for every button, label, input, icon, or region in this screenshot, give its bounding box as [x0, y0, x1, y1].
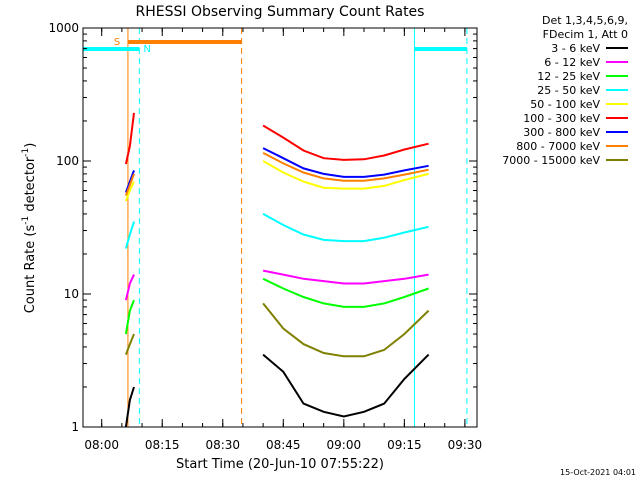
legend-label-1: 6 - 12 keV — [544, 56, 600, 69]
series-4 — [124, 160, 429, 202]
y-axis-label: Count Rate (s-1 detector-1) — [21, 143, 38, 314]
x-tick-label-3: 08:45 — [266, 438, 301, 452]
y-tick-label-0: 1 — [71, 420, 79, 434]
series-line-5-1 — [262, 124, 429, 161]
legend-label-6: 300 - 800 keV — [523, 126, 600, 139]
series-line-4-0 — [124, 181, 135, 202]
series-line-2-0 — [124, 299, 135, 335]
series-line-5-0 — [124, 112, 135, 165]
y-tick-label-3: 1000 — [48, 21, 79, 35]
legend-label-0: 3 - 6 keV — [551, 42, 600, 55]
series-5 — [124, 112, 429, 165]
legend-label-7: 800 - 7000 keV — [516, 140, 600, 153]
series-line-3-0 — [124, 221, 135, 249]
x-tick-label-5: 09:15 — [387, 438, 422, 452]
flag-label-1: N — [143, 44, 150, 55]
series-line-7-1 — [262, 152, 429, 182]
series-line-2-1 — [262, 277, 429, 308]
series-line-4-1 — [262, 160, 429, 190]
series-line-3-1 — [262, 213, 429, 243]
series-0 — [124, 353, 430, 428]
y-tick-label-2: 100 — [56, 154, 79, 168]
x-tick-label-4: 09:00 — [327, 438, 362, 452]
legend: Det 1,3,4,5,6,9, FDecim 1, Att 0 3 - 6 k… — [502, 14, 628, 167]
x-tick-label-2: 08:30 — [205, 438, 240, 452]
y-axis-ticks: 1 10 100 1000 — [48, 21, 477, 434]
series-6 — [124, 147, 429, 193]
series-line-0-0 — [124, 386, 135, 428]
series-7 — [124, 152, 429, 196]
x-tick-label-6: 09:30 — [448, 438, 483, 452]
series-line-6-0 — [124, 170, 135, 193]
series-line-0-1 — [262, 353, 430, 418]
legend-label-8: 7000 - 15000 keV — [502, 154, 600, 167]
footer-date: 15-Oct-2021 04:01 — [560, 468, 636, 477]
legend-label-5: 100 - 300 keV — [523, 112, 600, 125]
observing-flags: SN — [83, 37, 467, 55]
chart-title: RHESSI Observing Summary Count Rates — [136, 4, 425, 20]
legend-header-line-2: FDecim 1, Att 0 — [543, 28, 628, 41]
x-axis-label: Start Time (20-Jun-10 07:55:22) — [176, 457, 384, 472]
series-2 — [124, 277, 429, 335]
legend-label-3: 25 - 50 keV — [537, 84, 600, 97]
series-3 — [124, 213, 429, 249]
x-tick-label-1: 08:15 — [145, 438, 180, 452]
series-1 — [124, 269, 429, 301]
y-tick-label-1: 10 — [64, 287, 79, 301]
series-line-7-0 — [124, 173, 135, 196]
series-line-6-1 — [262, 147, 429, 178]
series-line-8-1 — [262, 302, 430, 358]
series-8 — [124, 302, 430, 358]
series-line-1-0 — [124, 274, 135, 301]
series-line-1-1 — [262, 269, 429, 285]
x-tick-label-0: 08:00 — [84, 438, 119, 452]
x-axis-ticks: 08:00 08:15 08:30 08:45 09:00 09:15 09:30 — [84, 28, 482, 452]
plot-frame — [82, 27, 478, 428]
legend-label-2: 12 - 25 keV — [537, 70, 600, 83]
series-line-8-0 — [124, 333, 135, 355]
flag-label-0: S — [114, 37, 120, 48]
series-lines — [124, 112, 430, 428]
legend-label-4: 50 - 100 keV — [530, 98, 600, 111]
legend-header-line-1: Det 1,3,4,5,6,9, — [542, 14, 628, 27]
